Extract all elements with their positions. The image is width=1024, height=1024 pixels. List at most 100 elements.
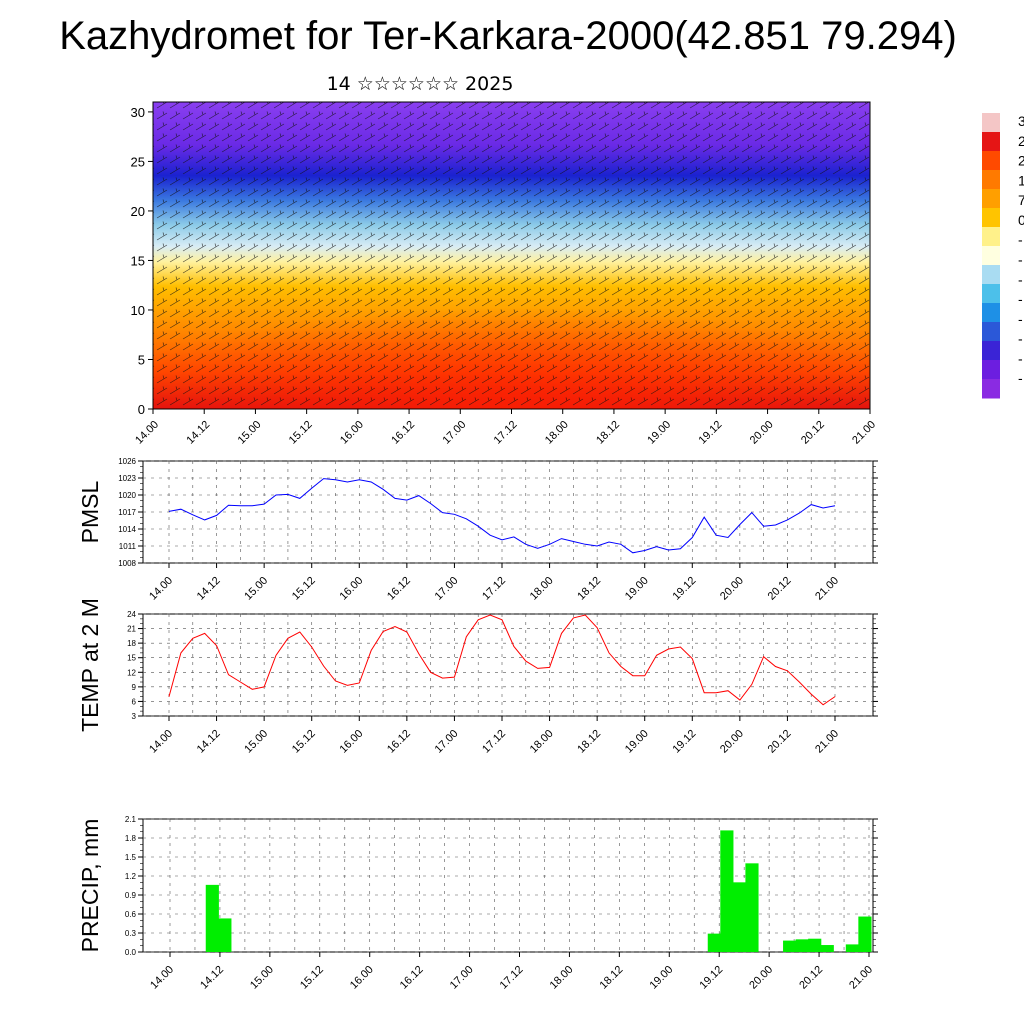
x-tick-label: 16.12: [385, 728, 413, 756]
x-tick-label: 20.00: [718, 575, 746, 603]
x-tick-label: 16.00: [348, 964, 376, 992]
y-tick-label: 21: [127, 625, 136, 634]
x-tick-label: 17.00: [440, 419, 468, 447]
y-tick-label: 1.5: [125, 853, 137, 862]
x-tick-label: 20.12: [766, 575, 794, 603]
x-tick-label: 15.00: [248, 964, 276, 992]
precip-bar: [783, 940, 797, 952]
y-tick-label: 1014: [118, 525, 136, 534]
y-tick-label: 25: [131, 154, 145, 169]
x-tick-label: 16.12: [398, 964, 426, 992]
pmsl-panel: 1008 1011 1014 1017 1020 1023 1026 14.00 14.12 15…: [77, 457, 878, 603]
x-tick-label: 19.12: [697, 419, 725, 447]
x-tick-label: 21.00: [847, 964, 875, 992]
x-tick-label: 21.00: [813, 728, 841, 756]
colorbar-swatch: [982, 132, 1000, 152]
y-tick-label: 24: [127, 610, 136, 619]
colorbar-label: -: [1018, 370, 1023, 386]
colorbar-swatch: [982, 265, 1000, 285]
x-tick-label: 20.00: [718, 728, 746, 756]
y-tick-label: 12: [127, 668, 136, 677]
y-tick-label: 6: [132, 697, 137, 706]
x-tick-label: 15.12: [287, 419, 315, 447]
precip-bar: [858, 916, 872, 952]
y-tick-label: 15: [127, 654, 136, 663]
y-tick-label: 10: [131, 303, 145, 318]
colorbar-label: -: [1018, 252, 1023, 268]
chart-subtitle: 14 ☆☆☆☆☆☆ 2025: [326, 73, 514, 95]
y-tick-label: 1023: [118, 474, 136, 483]
x-tick-label: 20.00: [748, 419, 776, 447]
colorbar-swatch: [982, 341, 1000, 361]
colorbar-label: 3: [1018, 113, 1024, 129]
y-tick-label: 1017: [118, 508, 136, 517]
x-tick-label: 21.00: [813, 575, 841, 603]
colorbar-label: -: [1018, 350, 1023, 366]
x-tick-label: 18.12: [575, 728, 603, 756]
precip-bar: [808, 938, 822, 952]
x-tick-label: 20.12: [799, 419, 827, 447]
colorbar-swatch: [982, 113, 1000, 133]
y-tick-label: 0.9: [125, 891, 137, 900]
y-tick-label: 1008: [118, 559, 136, 568]
precip-bar: [205, 884, 219, 952]
x-tick-label: 16.00: [338, 419, 366, 447]
y-tick-label: 20: [131, 204, 145, 219]
colorbar-legend: 3 2 2 1 7 0 - - - - - - - -: [982, 113, 1024, 399]
y-tick-label: 1011: [119, 542, 137, 551]
x-tick-label: 17.00: [448, 964, 476, 992]
panel-frame: [142, 818, 874, 953]
colorbar-swatch: [982, 189, 1000, 209]
wind-barbs: [153, 102, 870, 409]
x-tick-label: 14.12: [184, 419, 212, 447]
x-tick-label: 18.00: [543, 419, 571, 447]
x-tick-label: 14.00: [133, 419, 161, 447]
x-tick-label: 16.12: [385, 575, 413, 603]
colorbar-label: 2: [1018, 153, 1024, 169]
x-tick-label: 18.00: [528, 728, 556, 756]
x-tick-label: 16.12: [389, 419, 417, 447]
y-tick-label: 0.0: [125, 948, 137, 957]
x-tick-label: 15.00: [236, 419, 264, 447]
y-tick-label: 0: [138, 402, 145, 417]
x-tick-label: 18.00: [548, 964, 576, 992]
x-tick-label: 15.00: [242, 575, 270, 603]
precip-bar: [720, 830, 734, 952]
x-tick-label: 16.00: [337, 575, 365, 603]
x-tick-label: 20.12: [797, 964, 825, 992]
colorbar-swatch: [982, 322, 1000, 342]
x-tick-label: 19.00: [623, 575, 651, 603]
colorbar-label: -: [1018, 232, 1023, 248]
precip-bar: [795, 939, 809, 952]
y-tick-label: 5: [138, 352, 145, 367]
x-tick-label: 18.12: [594, 419, 622, 447]
x-tick-label: 14.00: [147, 575, 175, 603]
y-tick-label: 0.3: [125, 929, 137, 938]
y-axis-label: TEMP at 2 M: [77, 598, 103, 732]
x-tick-label: 19.12: [697, 964, 725, 992]
y-tick-label: 0.6: [125, 910, 137, 919]
x-tick-label: 17.12: [498, 964, 526, 992]
precip-bar: [707, 933, 721, 952]
colorbar-swatch: [982, 208, 1000, 228]
x-tick-label: 17.12: [480, 728, 508, 756]
x-tick-label: 19.12: [670, 575, 698, 603]
x-tick-label: 17.12: [492, 419, 520, 447]
colorbar-label: -: [1018, 291, 1023, 307]
colorbar-swatch: [982, 227, 1000, 247]
x-tick-label: 20.00: [747, 964, 775, 992]
x-tick-label: 19.00: [623, 728, 651, 756]
panel-frame: [142, 613, 874, 717]
x-tick-label: 14.12: [195, 575, 223, 603]
x-tick-label: 15.12: [290, 728, 318, 756]
x-tick-label: 15.00: [242, 728, 270, 756]
y-tick-label: 9: [132, 683, 137, 692]
y-tick-label: 1026: [118, 457, 136, 466]
y-tick-label: 1.8: [125, 834, 137, 843]
colorbar-swatch: [982, 303, 1000, 323]
x-tick-label: 14.00: [147, 728, 175, 756]
colorbar-label: -: [1018, 311, 1023, 327]
colorbar-swatch: [982, 360, 1000, 380]
chart-title: Kazhydromet for Ter-Karkara-2000(42.851 …: [59, 14, 957, 58]
y-tick-label: 30: [131, 105, 145, 120]
